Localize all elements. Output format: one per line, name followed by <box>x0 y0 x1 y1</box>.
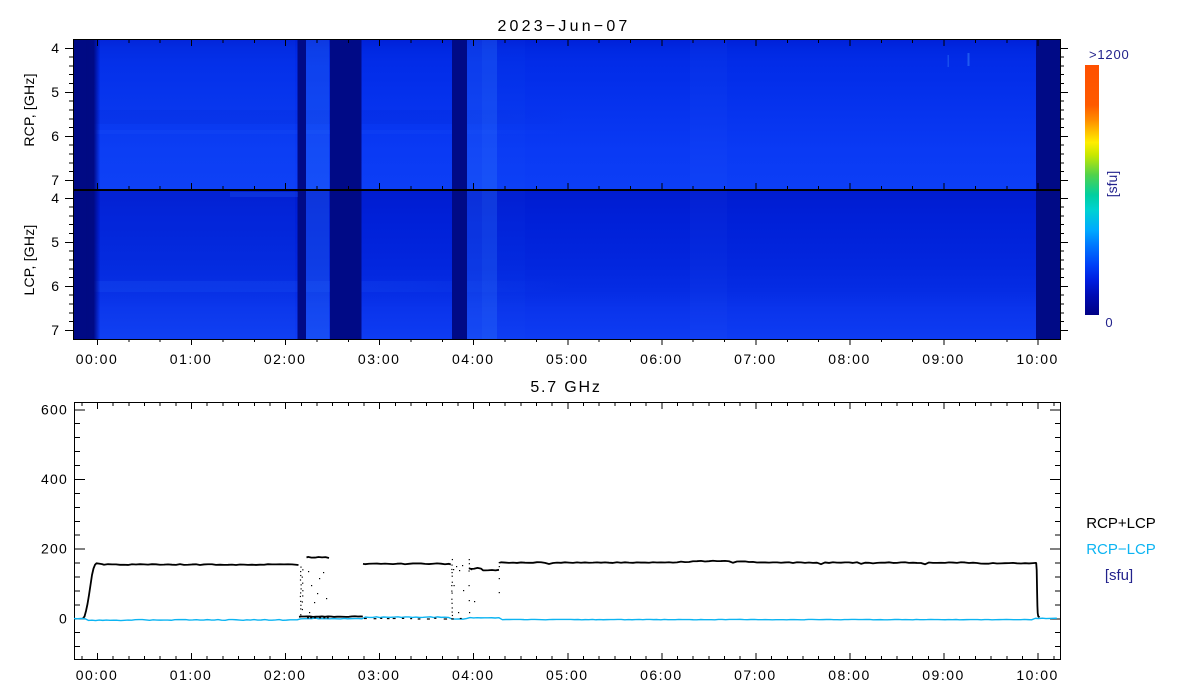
svg-text:6: 6 <box>51 278 59 294</box>
svg-text:10:00: 10:00 <box>1016 351 1059 367</box>
svg-text:08:00: 08:00 <box>828 351 871 367</box>
svg-text:00:00: 00:00 <box>76 351 119 367</box>
svg-text:5: 5 <box>51 234 59 250</box>
svg-text:LCP, [GHz]: LCP, [GHz] <box>21 225 37 296</box>
svg-text:04:00: 04:00 <box>452 667 495 683</box>
svg-text:00:00: 00:00 <box>76 667 119 683</box>
svg-text:09:00: 09:00 <box>922 667 965 683</box>
svg-text:03:00: 03:00 <box>358 351 401 367</box>
svg-text:06:00: 06:00 <box>640 667 683 683</box>
svg-text:02:00: 02:00 <box>264 351 307 367</box>
svg-text:4: 4 <box>51 190 59 206</box>
svg-text:07:00: 07:00 <box>734 667 777 683</box>
svg-text:[sfu]: [sfu] <box>1105 567 1133 584</box>
svg-text:09:00: 09:00 <box>922 351 965 367</box>
svg-text:0: 0 <box>1105 315 1112 330</box>
svg-text:03:00: 03:00 <box>358 667 401 683</box>
svg-text:5: 5 <box>51 84 59 100</box>
svg-text:05:00: 05:00 <box>546 667 589 683</box>
svg-text:>1200: >1200 <box>1089 47 1130 62</box>
svg-text:01:00: 01:00 <box>170 351 213 367</box>
svg-text:06:00: 06:00 <box>640 351 683 367</box>
svg-text:02:00: 02:00 <box>264 667 307 683</box>
svg-text:600: 600 <box>41 401 68 417</box>
svg-text:7: 7 <box>51 172 59 188</box>
svg-text:RCP, [GHz]: RCP, [GHz] <box>21 73 37 146</box>
svg-text:400: 400 <box>41 471 68 487</box>
svg-text:10:00: 10:00 <box>1016 667 1059 683</box>
svg-text:2023−Jun−07: 2023−Jun−07 <box>497 18 630 35</box>
svg-text:4: 4 <box>51 40 59 56</box>
svg-text:7: 7 <box>51 322 59 338</box>
svg-text:RCP−LCP: RCP−LCP <box>1086 541 1156 558</box>
svg-text:200: 200 <box>41 541 68 557</box>
svg-text:08:00: 08:00 <box>828 667 871 683</box>
svg-text:07:00: 07:00 <box>734 351 777 367</box>
svg-text:0: 0 <box>59 610 68 626</box>
svg-text:[sfu]: [sfu] <box>1104 171 1120 197</box>
svg-text:04:00: 04:00 <box>452 351 495 367</box>
svg-text:5.7 GHz: 5.7 GHz <box>530 379 601 396</box>
svg-text:01:00: 01:00 <box>170 667 213 683</box>
svg-text:05:00: 05:00 <box>546 351 589 367</box>
svg-text:6: 6 <box>51 128 59 144</box>
svg-text:RCP+LCP: RCP+LCP <box>1086 515 1156 532</box>
